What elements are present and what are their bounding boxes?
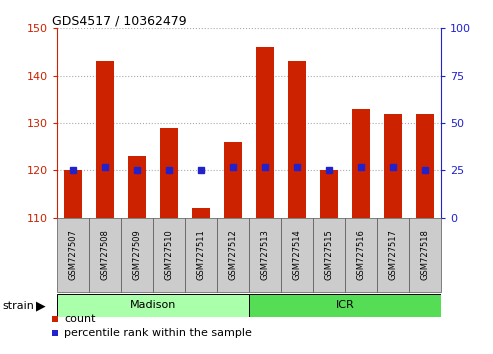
Bar <box>128 156 145 218</box>
Bar <box>313 218 345 292</box>
Bar <box>417 114 434 218</box>
Text: ICR: ICR <box>336 300 354 310</box>
Text: GSM727510: GSM727510 <box>164 229 174 280</box>
Bar <box>96 62 113 218</box>
Text: GSM727511: GSM727511 <box>196 229 206 280</box>
Text: GSM727517: GSM727517 <box>388 229 398 280</box>
Bar <box>281 218 313 292</box>
Bar <box>64 170 81 218</box>
Bar <box>153 218 185 292</box>
Text: percentile rank within the sample: percentile rank within the sample <box>64 328 252 338</box>
Bar <box>256 47 274 218</box>
Bar <box>288 62 306 218</box>
Text: strain: strain <box>2 301 35 310</box>
Bar <box>352 109 370 218</box>
Bar <box>121 218 153 292</box>
Bar <box>345 218 377 292</box>
Bar <box>409 218 441 292</box>
Bar <box>89 218 121 292</box>
Text: ▶: ▶ <box>35 299 45 312</box>
Bar <box>192 208 210 218</box>
Text: GSM727515: GSM727515 <box>324 229 334 280</box>
Bar <box>57 294 249 317</box>
Text: GSM727507: GSM727507 <box>68 229 77 280</box>
Text: GSM727509: GSM727509 <box>132 229 141 280</box>
Bar <box>377 218 409 292</box>
Text: GSM727518: GSM727518 <box>421 229 430 280</box>
Bar <box>249 294 441 317</box>
Bar <box>160 128 177 218</box>
Bar <box>217 218 249 292</box>
Bar <box>57 218 89 292</box>
Bar <box>249 218 281 292</box>
Bar <box>185 218 217 292</box>
Text: GSM727514: GSM727514 <box>292 229 302 280</box>
Text: GSM727516: GSM727516 <box>356 229 366 280</box>
Text: GDS4517 / 10362479: GDS4517 / 10362479 <box>52 14 186 27</box>
Text: GSM727512: GSM727512 <box>228 229 238 280</box>
Bar <box>224 142 242 218</box>
Text: Madison: Madison <box>130 300 176 310</box>
Text: GSM727508: GSM727508 <box>100 229 109 280</box>
Text: GSM727513: GSM727513 <box>260 229 270 280</box>
Bar <box>320 170 338 218</box>
Bar <box>385 114 402 218</box>
Text: count: count <box>64 314 96 324</box>
